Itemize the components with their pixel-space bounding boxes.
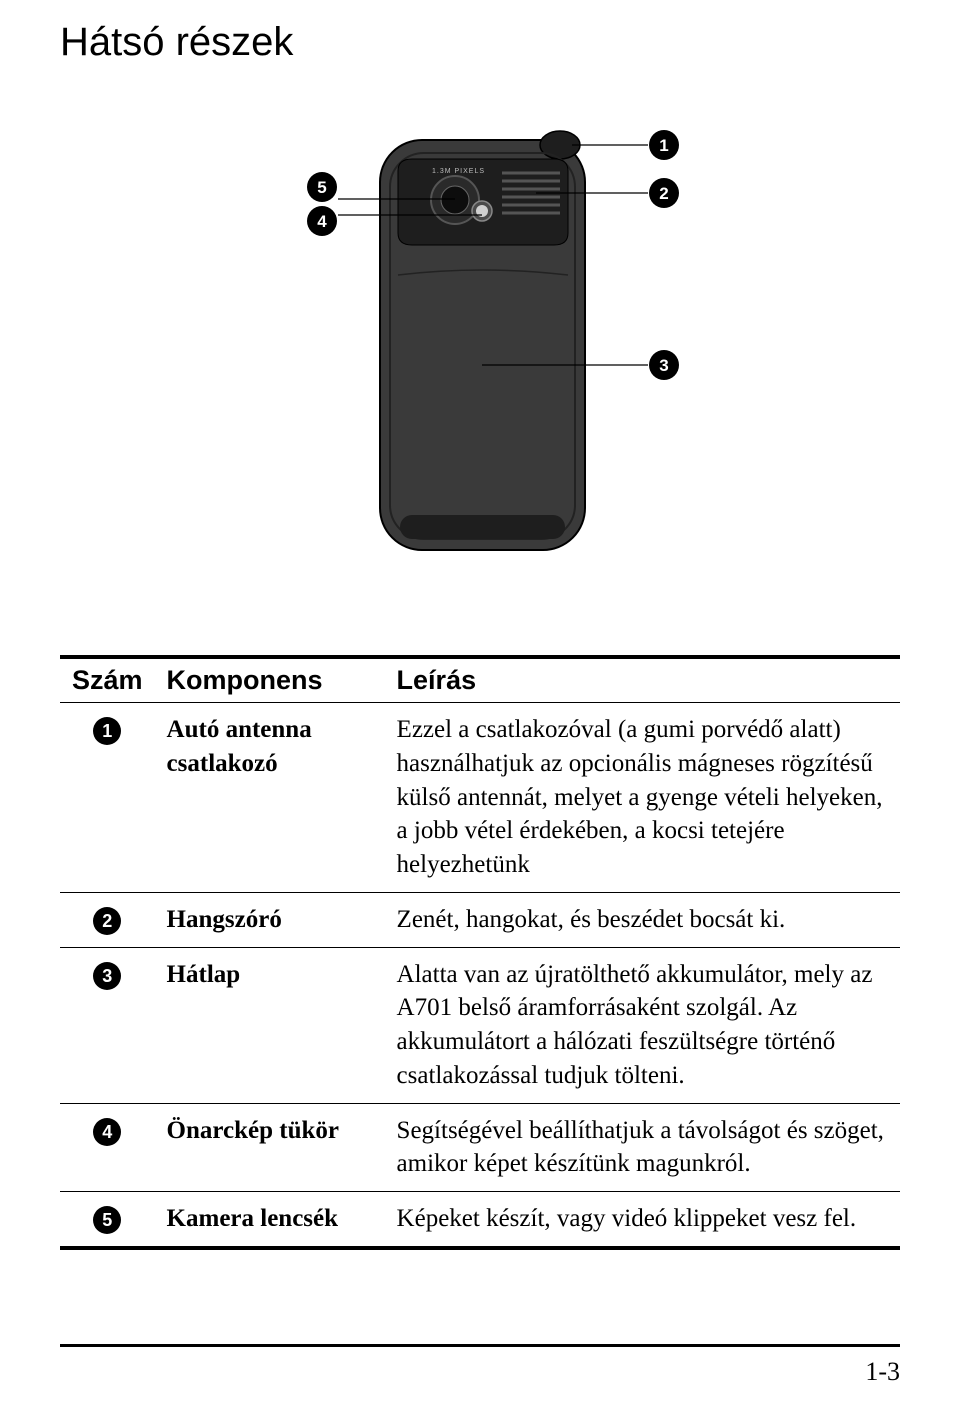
components-table: Szám Komponens Leírás 1 Autó antenna csa… bbox=[60, 655, 900, 1250]
phone-svg: 1.3M PIXELS 1 2 3 5 4 bbox=[220, 115, 740, 585]
svg-text:1: 1 bbox=[659, 136, 668, 155]
row-component: Kamera lencsék bbox=[155, 1192, 385, 1248]
th-component: Komponens bbox=[155, 657, 385, 703]
row-desc: Alatta van az újratölthető akkumulátor, … bbox=[385, 947, 900, 1103]
table-row: 3 Hátlap Alatta van az újratölthető akku… bbox=[60, 947, 900, 1103]
svg-text:1.3M PIXELS: 1.3M PIXELS bbox=[432, 168, 485, 175]
row-component: Hangszóró bbox=[155, 892, 385, 947]
phone-diagram: 1.3M PIXELS 1 2 3 5 4 bbox=[60, 115, 900, 585]
row-desc: Zenét, hangokat, és beszédet bocsát ki. bbox=[385, 892, 900, 947]
svg-text:5: 5 bbox=[317, 178, 326, 197]
row-component: Önarckép tükör bbox=[155, 1103, 385, 1192]
svg-text:3: 3 bbox=[659, 356, 668, 375]
row-component: Autó antenna csatlakozó bbox=[155, 703, 385, 893]
row-num: 5 bbox=[93, 1206, 121, 1234]
table-row: 2 Hangszóró Zenét, hangokat, és beszédet… bbox=[60, 892, 900, 947]
table-row: 1 Autó antenna csatlakozó Ezzel a csatla… bbox=[60, 703, 900, 893]
th-num: Szám bbox=[60, 657, 155, 703]
page-number: 1-3 bbox=[865, 1357, 900, 1387]
table-row: 5 Kamera lencsék Képeket készít, vagy vi… bbox=[60, 1192, 900, 1248]
row-num: 4 bbox=[93, 1118, 121, 1146]
row-desc: Ezzel a csatlakozóval (a gumi porvédő al… bbox=[385, 703, 900, 893]
row-num: 1 bbox=[93, 717, 121, 745]
svg-text:2: 2 bbox=[659, 184, 668, 203]
page-title: Hátsó részek bbox=[60, 20, 900, 65]
th-desc: Leírás bbox=[385, 657, 900, 703]
svg-text:4: 4 bbox=[317, 212, 327, 231]
row-desc: Képeket készít, vagy videó klippeket ves… bbox=[385, 1192, 900, 1248]
row-num: 2 bbox=[93, 907, 121, 935]
table-row: 4 Önarckép tükör Segítségével beállíthat… bbox=[60, 1103, 900, 1192]
row-component: Hátlap bbox=[155, 947, 385, 1103]
row-num: 3 bbox=[93, 962, 121, 990]
footer-rule bbox=[60, 1344, 900, 1347]
row-desc: Segítségével beállíthatjuk a távolságot … bbox=[385, 1103, 900, 1192]
